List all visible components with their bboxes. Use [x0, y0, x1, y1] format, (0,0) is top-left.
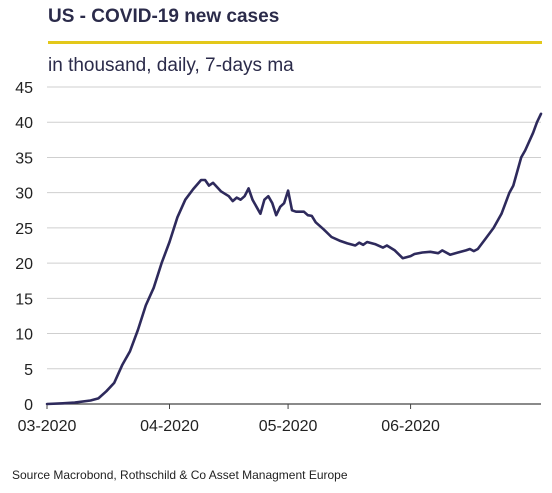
- y-tick-label: 45: [15, 80, 33, 97]
- y-tick-label: 40: [15, 115, 33, 132]
- y-tick-label: 10: [15, 327, 33, 344]
- x-tick-label: 04-2020: [140, 418, 199, 435]
- title-accent-rule: [48, 41, 542, 44]
- y-tick-label: 35: [15, 150, 33, 167]
- x-tick-label: 03-2020: [18, 418, 77, 435]
- chart-subtitle: in thousand, daily, 7-days ma: [48, 55, 294, 76]
- x-tick-label: 06-2020: [381, 418, 440, 435]
- y-axis-ticks: 0 5 10 15 20 25 30 35 40 45: [15, 80, 33, 414]
- series-line-new-cases: [45, 112, 543, 406]
- y-tick-label: 30: [15, 186, 33, 203]
- y-tick-label: 5: [24, 362, 33, 379]
- x-axis-ticks: 03-2020 04-2020 05-2020 06-2020: [18, 404, 440, 435]
- y-tick-label: 0: [24, 397, 33, 414]
- chart-title: US - COVID-19 new cases: [48, 6, 280, 27]
- series-layer: [45, 112, 543, 406]
- y-tick-label: 25: [15, 221, 33, 238]
- grid-lines: [47, 86, 541, 370]
- x-tick-label: 05-2020: [259, 418, 318, 435]
- y-tick-label: 15: [15, 291, 33, 308]
- y-tick-label: 20: [15, 256, 33, 273]
- source-note: Source Macrobond, Rothschild & Co Asset …: [12, 468, 348, 482]
